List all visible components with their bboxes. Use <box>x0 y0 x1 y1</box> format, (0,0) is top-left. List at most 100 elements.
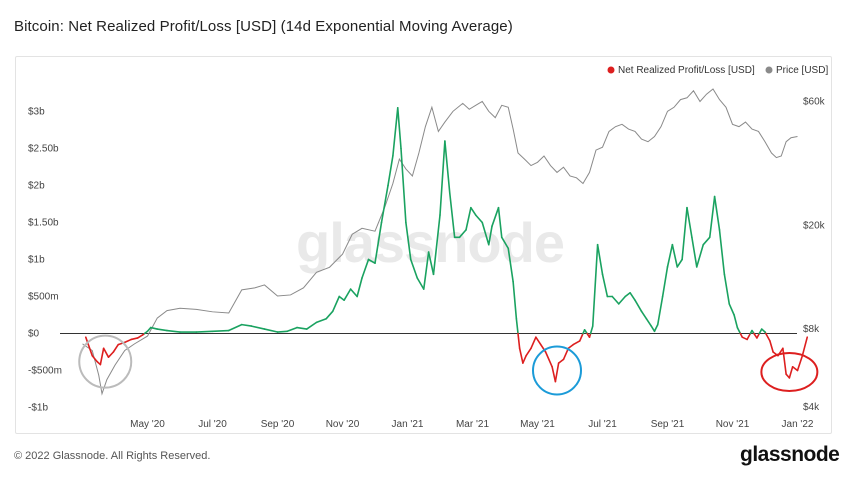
pl-segment <box>681 206 688 261</box>
pl-segment <box>361 258 370 279</box>
legend: Net Realized Profit/Loss [USD] Price [USD… <box>607 65 828 76</box>
left-tick-label: $0 <box>28 329 40 340</box>
pl-segment <box>650 325 656 333</box>
pl-segment <box>645 317 653 327</box>
annotations <box>78 334 819 396</box>
pl-segment <box>195 330 214 333</box>
legend-marker-profit-loss <box>607 66 615 74</box>
x-tick-label: Nov '20 <box>326 419 360 430</box>
pl-segment <box>686 206 693 239</box>
pl-segment <box>661 266 669 298</box>
pl-segment <box>448 192 456 239</box>
right-tick-label: $60k <box>803 96 826 107</box>
pl-segment <box>736 326 742 335</box>
pl-segment <box>149 326 159 330</box>
pl-segment <box>629 291 636 302</box>
pl-segment <box>656 295 664 326</box>
pl-segment <box>671 243 679 268</box>
pl-segment <box>374 221 383 265</box>
pl-segment <box>427 251 435 276</box>
pl-segment <box>405 221 412 261</box>
pl-segment <box>136 334 144 339</box>
pl-segment <box>756 332 761 339</box>
pl-segment <box>416 277 425 290</box>
pl-segment <box>276 330 289 333</box>
pl-segment <box>718 229 726 276</box>
pl-segment <box>517 332 521 350</box>
pl-segment <box>263 328 279 333</box>
pl-segment <box>713 195 721 231</box>
pl-segment <box>611 295 620 305</box>
pl-segment <box>409 258 419 279</box>
pl-segment <box>640 310 648 320</box>
x-tick-label: Jul '21 <box>588 419 617 430</box>
footer-copyright: © 2022 Glassnode. All Rights Reserved. <box>14 450 211 462</box>
left-axis: -$1b -$500m $0 $500m $1b $1.50b $2b $2.50b $3b <box>28 107 62 414</box>
pl-segment <box>691 236 698 268</box>
pl-segment <box>380 184 389 224</box>
pl-segment <box>676 258 683 268</box>
pl-segment <box>338 295 345 302</box>
red-ellipse-annotation <box>760 351 819 392</box>
left-tick-label: $2.50b <box>28 144 59 155</box>
pl-segment <box>470 206 477 216</box>
pl-segment <box>491 206 500 227</box>
x-tick-label: Jan '22 <box>782 419 814 430</box>
pl-segment <box>544 351 553 368</box>
pl-segment <box>791 365 799 372</box>
x-tick-label: Jan '21 <box>392 419 424 430</box>
legend-label-price: Price [USD] <box>776 65 828 76</box>
right-axis: $4k $8k $20k $60k <box>803 96 826 413</box>
footer-brand-logo[interactable]: glassnode <box>740 443 840 466</box>
pl-segment <box>617 295 627 305</box>
pl-segment <box>367 258 376 265</box>
pl-segment <box>227 323 243 332</box>
pl-segment <box>535 336 542 346</box>
right-tick-label: $20k <box>803 220 826 231</box>
pl-segment <box>518 347 524 364</box>
pl-segment <box>601 273 609 298</box>
pl-segment <box>634 299 643 313</box>
pl-segment <box>130 337 139 341</box>
pl-segment <box>507 247 514 283</box>
pl-segment <box>481 221 490 246</box>
profit-loss-line <box>84 107 809 383</box>
pl-segment <box>123 338 133 344</box>
left-tick-label: -$1b <box>28 403 48 414</box>
pl-segment <box>578 332 584 342</box>
pl-segment <box>512 280 518 320</box>
pl-segment <box>349 288 358 298</box>
legend-marker-price <box>765 66 773 74</box>
x-tick-label: Sep '21 <box>651 419 685 430</box>
pl-segment <box>666 243 674 268</box>
pl-segment <box>557 358 565 364</box>
pl-segment <box>554 362 560 383</box>
pl-segment <box>530 336 537 350</box>
pl-segment <box>525 347 532 357</box>
pl-segment <box>522 354 527 364</box>
pl-segment <box>801 336 809 357</box>
pl-segment <box>500 236 510 250</box>
legend-label-profit-loss: Net Realized Profit/Loss [USD] <box>618 65 755 76</box>
pl-segment <box>325 310 334 320</box>
x-tick-label: May '21 <box>520 419 555 430</box>
x-tick-label: Sep '20 <box>261 419 295 430</box>
right-tick-label: $4k <box>803 402 820 413</box>
pl-segment <box>758 328 763 335</box>
pl-segment <box>708 195 716 239</box>
gray-circle-annotation <box>78 334 133 389</box>
pl-segment <box>432 214 441 276</box>
pl-segment <box>387 155 394 187</box>
x-tick-label: Nov '21 <box>716 419 750 430</box>
pl-segment <box>286 326 298 333</box>
left-tick-label: -$500m <box>28 366 62 377</box>
x-tick-label: Jul '20 <box>198 419 227 430</box>
pl-segment <box>474 214 484 224</box>
x-tick-label: Mar '21 <box>456 419 489 430</box>
pl-segment <box>624 291 631 298</box>
pl-segment <box>439 140 446 216</box>
pl-segment <box>733 314 739 329</box>
left-tick-label: $1.50b <box>28 218 59 229</box>
pl-segment <box>596 243 604 276</box>
